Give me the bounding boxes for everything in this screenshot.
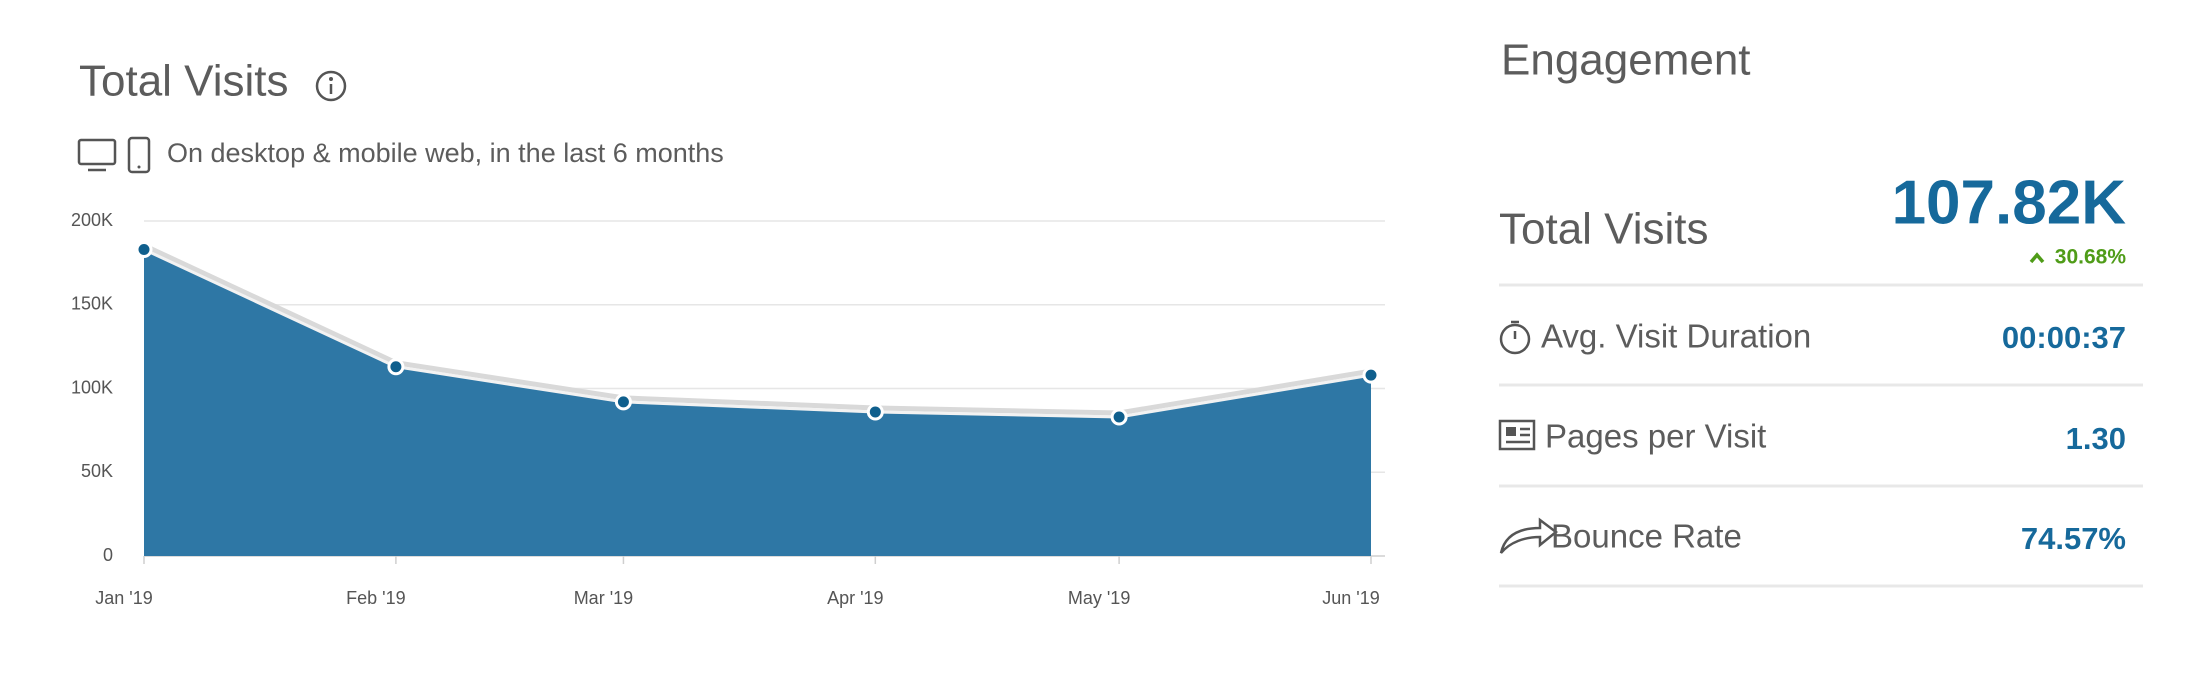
stopwatch-icon [1499,320,1531,355]
metric-label: Total Visits [1499,205,1709,254]
metric-value: 107.82K [1892,168,2127,237]
chart-title: Total Visits [79,57,289,106]
chart-subtitle: On desktop & mobile web, in the last 6 m… [167,138,724,168]
device-icons [77,136,151,174]
metric-change: 30.68% [2055,246,2127,269]
line-shadow [142,243,1372,416]
x-tick-label: May '19 [1068,588,1130,608]
share-icon [1499,517,1559,554]
y-tick-label: 50K [81,461,113,481]
x-tick-label: Jan '19 [95,588,152,608]
y-tick-label: 200K [71,210,113,230]
data-point [614,393,632,411]
metric-label: Pages per Visit [1545,418,1766,455]
data-point [1362,366,1380,384]
data-point [1110,408,1128,426]
pages-icon [1498,419,1536,451]
metric-value: 00:00:37 [2002,320,2126,355]
section-title: Engagement [1501,36,1751,85]
metric-value: 74.57% [2021,521,2126,556]
metric-label: Avg. Visit Duration [1541,318,1811,355]
x-tick-label: Apr '19 [827,588,883,608]
metric-value: 1.30 [2066,421,2126,456]
x-tick-label: Jun '19 [1322,588,1379,608]
metric-label: Bounce Rate [1551,518,1742,555]
data-point [866,403,884,421]
trend-up-icon [2029,252,2045,264]
area [144,249,1371,556]
y-tick-label: 0 [103,545,113,565]
y-tick-label: 100K [71,377,113,397]
data-point [135,240,153,258]
x-tick-label: Mar '19 [574,588,633,608]
x-tick-label: Feb '19 [346,588,405,608]
line [143,248,1372,419]
data-point [387,358,405,376]
info-icon[interactable] [315,70,347,102]
y-tick-label: 150K [71,294,113,314]
